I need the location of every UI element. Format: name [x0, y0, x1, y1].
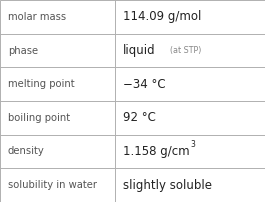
Text: 1.158 g/cm: 1.158 g/cm — [123, 145, 190, 158]
Text: molar mass: molar mass — [8, 12, 66, 22]
Text: melting point: melting point — [8, 79, 74, 89]
Text: liquid: liquid — [123, 44, 156, 57]
Text: phase: phase — [8, 45, 38, 56]
Text: solubility in water: solubility in water — [8, 180, 97, 190]
Text: 92 °C: 92 °C — [123, 111, 156, 124]
Text: slightly soluble: slightly soluble — [123, 179, 212, 192]
Text: (at STP): (at STP) — [170, 46, 201, 55]
Text: density: density — [8, 146, 45, 157]
Text: boiling point: boiling point — [8, 113, 70, 123]
Text: −34 °C: −34 °C — [123, 78, 166, 91]
Text: 114.09 g/mol: 114.09 g/mol — [123, 10, 202, 23]
Text: 3: 3 — [191, 140, 196, 149]
